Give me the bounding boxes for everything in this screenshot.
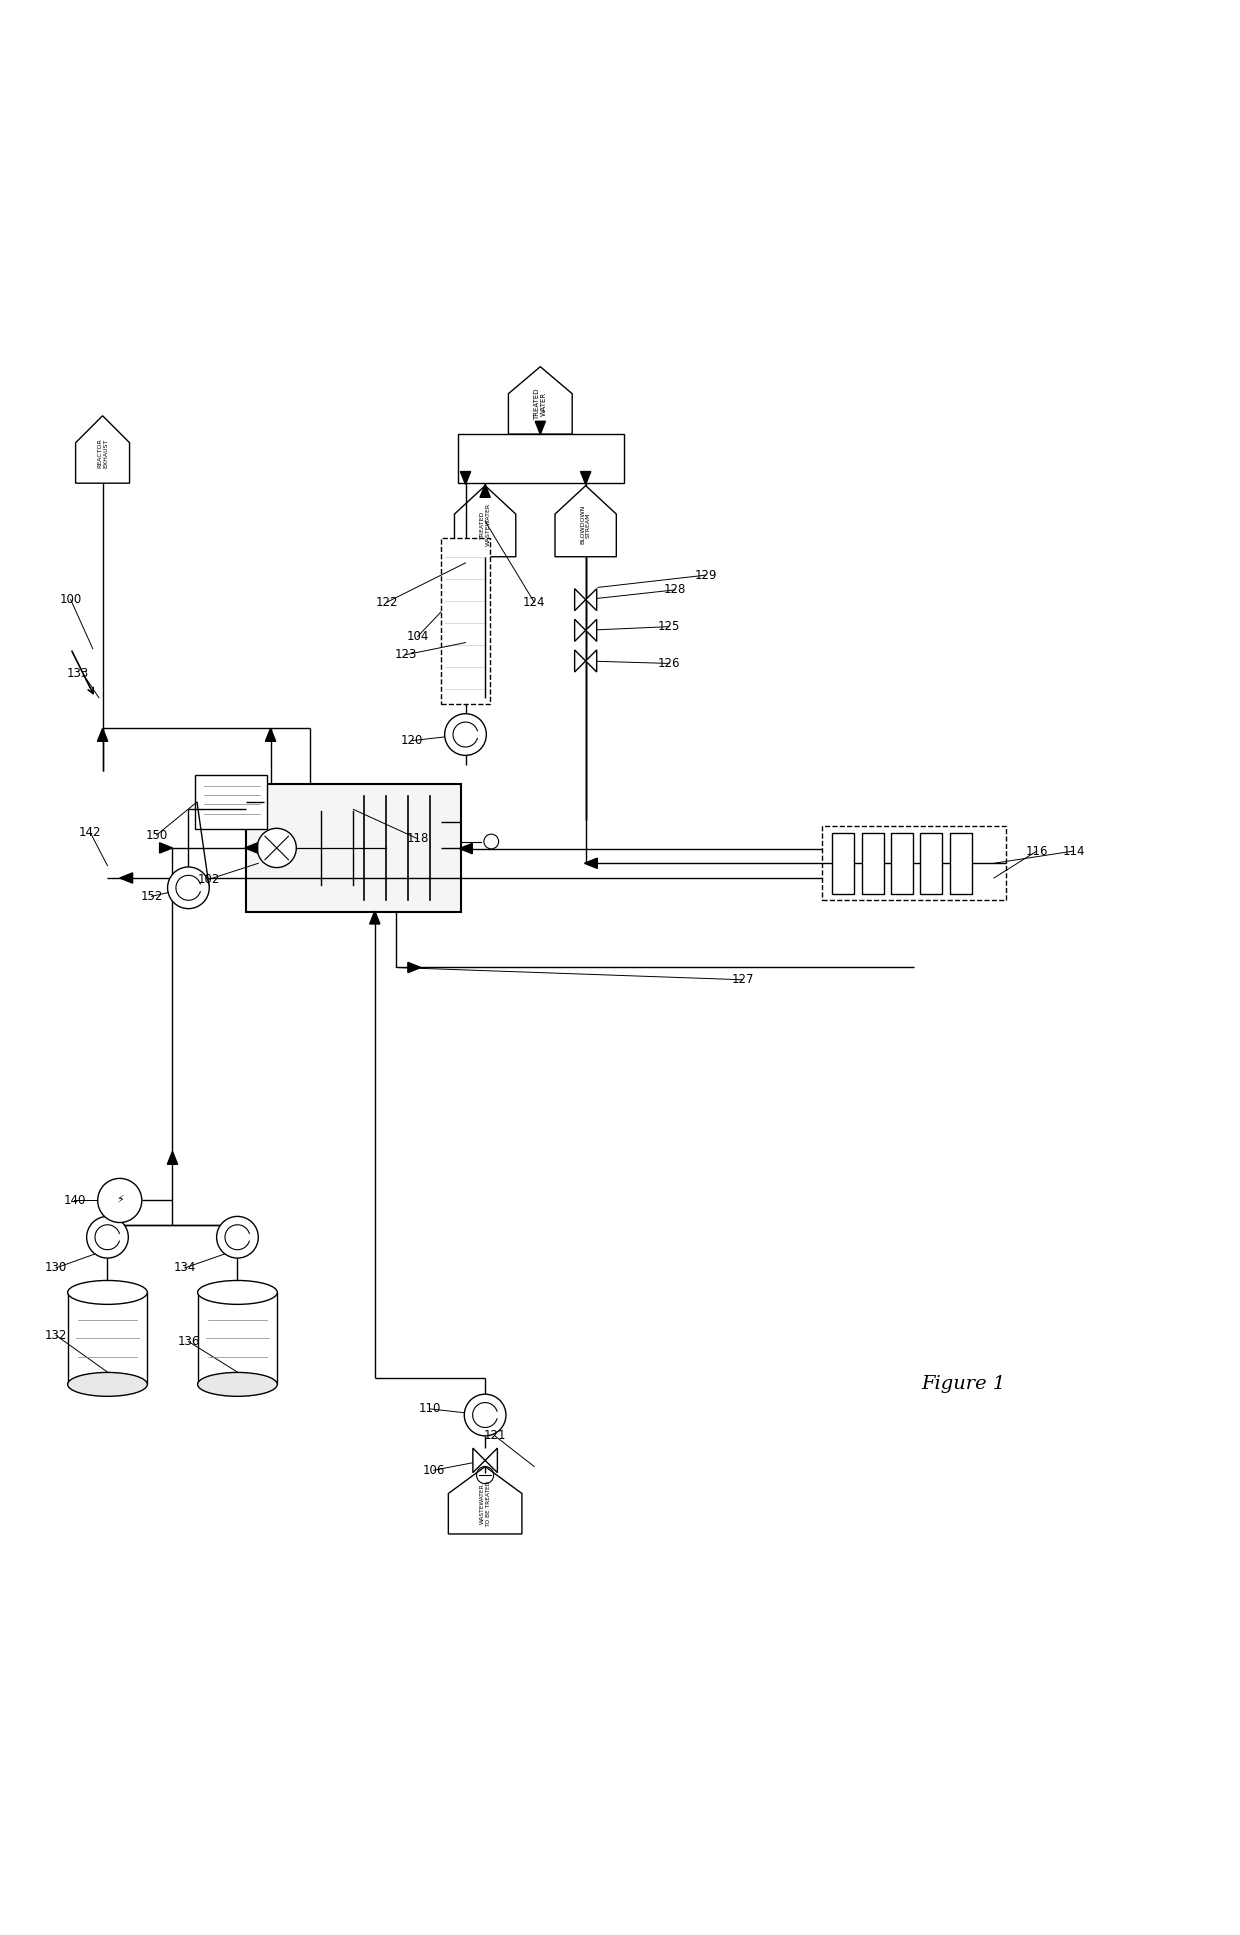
Bar <box>920 832 942 894</box>
Polygon shape <box>120 873 133 882</box>
Text: 122: 122 <box>376 596 398 610</box>
Text: BLOWDOWN
STREAM: BLOWDOWN STREAM <box>580 505 591 544</box>
Text: Figure 1: Figure 1 <box>921 1376 1006 1393</box>
Polygon shape <box>584 857 598 869</box>
Polygon shape <box>98 728 108 741</box>
Text: 126: 126 <box>657 656 681 670</box>
Circle shape <box>484 834 498 849</box>
Text: 120: 120 <box>401 733 423 747</box>
Polygon shape <box>508 368 572 433</box>
Polygon shape <box>459 844 472 853</box>
Text: 121: 121 <box>484 1430 506 1442</box>
Text: REACTOR
EXHAUST: REACTOR EXHAUST <box>97 437 108 468</box>
Bar <box>458 433 624 484</box>
Polygon shape <box>574 588 585 611</box>
Bar <box>441 538 490 704</box>
Text: WASTEWATER
TO BE TREATED: WASTEWATER TO BE TREATED <box>480 1480 491 1527</box>
Bar <box>246 784 460 911</box>
Polygon shape <box>574 650 585 671</box>
Text: 142: 142 <box>79 826 102 840</box>
Polygon shape <box>574 619 585 640</box>
Bar <box>197 1293 278 1384</box>
Circle shape <box>257 828 296 867</box>
Bar <box>832 832 854 894</box>
Text: 152: 152 <box>140 890 162 904</box>
Text: 124: 124 <box>523 596 546 610</box>
Text: 129: 129 <box>694 569 717 582</box>
Polygon shape <box>265 728 275 741</box>
Bar <box>892 832 913 894</box>
Polygon shape <box>580 472 590 484</box>
Ellipse shape <box>197 1281 278 1304</box>
Bar <box>822 826 1006 900</box>
Polygon shape <box>455 486 516 557</box>
Text: 128: 128 <box>663 582 687 596</box>
Text: 134: 134 <box>174 1262 196 1275</box>
Polygon shape <box>485 1447 497 1473</box>
Text: 106: 106 <box>423 1463 445 1476</box>
Circle shape <box>464 1395 506 1436</box>
Ellipse shape <box>68 1372 148 1397</box>
Text: 104: 104 <box>407 631 429 642</box>
Text: 136: 136 <box>177 1335 200 1349</box>
Text: 110: 110 <box>419 1403 441 1414</box>
Polygon shape <box>167 1151 177 1165</box>
Text: 118: 118 <box>407 832 429 846</box>
Polygon shape <box>76 416 129 484</box>
Polygon shape <box>408 962 420 973</box>
Text: 102: 102 <box>198 873 221 886</box>
Circle shape <box>87 1217 128 1258</box>
Text: 114: 114 <box>1063 844 1085 857</box>
Polygon shape <box>460 472 471 484</box>
Text: TREATED
WATER: TREATED WATER <box>533 389 547 420</box>
Circle shape <box>217 1217 258 1258</box>
Text: 132: 132 <box>45 1329 67 1341</box>
Text: 140: 140 <box>63 1194 86 1207</box>
Polygon shape <box>585 588 596 611</box>
Polygon shape <box>244 844 258 853</box>
Text: 125: 125 <box>658 619 681 633</box>
Polygon shape <box>536 422 546 433</box>
Polygon shape <box>160 844 172 853</box>
Polygon shape <box>585 619 596 640</box>
Text: 127: 127 <box>732 973 754 987</box>
Text: TREATED
WASTEWATER: TREATED WASTEWATER <box>480 503 491 546</box>
Polygon shape <box>585 650 596 671</box>
Ellipse shape <box>68 1281 148 1304</box>
Text: 133: 133 <box>67 668 89 679</box>
Text: 123: 123 <box>394 648 417 662</box>
Text: 100: 100 <box>60 594 82 606</box>
Text: 116: 116 <box>1025 844 1048 857</box>
Polygon shape <box>370 911 379 925</box>
Circle shape <box>167 867 210 909</box>
Circle shape <box>98 1178 141 1223</box>
Polygon shape <box>472 1447 485 1473</box>
Text: 130: 130 <box>45 1262 67 1275</box>
Circle shape <box>445 714 486 755</box>
Polygon shape <box>480 484 490 497</box>
Text: ⚡: ⚡ <box>115 1196 124 1206</box>
Polygon shape <box>556 486 616 557</box>
Polygon shape <box>449 1467 522 1534</box>
Bar <box>950 832 972 894</box>
Bar <box>68 1293 148 1384</box>
FancyBboxPatch shape <box>195 776 267 828</box>
Bar <box>862 832 884 894</box>
Ellipse shape <box>197 1372 278 1397</box>
Text: 150: 150 <box>145 828 167 842</box>
